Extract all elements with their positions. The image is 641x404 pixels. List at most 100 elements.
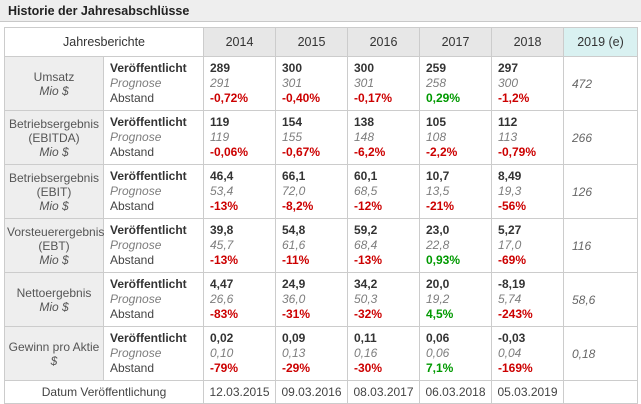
value-cell: 5,27 17,0 -69% — [491, 218, 564, 273]
published-value: 59,2 — [354, 223, 378, 237]
gap-label: Abstand — [110, 199, 155, 213]
forecast-value: 291 — [210, 76, 231, 90]
metric-label-cell: Umsatz Mio $ — [4, 56, 104, 111]
published-value: 119 — [210, 115, 230, 129]
published-value: 34,2 — [354, 277, 378, 291]
table-row: Umsatz Mio $ Veröffentlicht Prognose Abs… — [4, 56, 638, 111]
forecast-value: 0,13 — [282, 346, 306, 360]
gap-value: -29% — [282, 361, 311, 375]
forecast-value: 301 — [354, 76, 375, 90]
metric-label: Betriebsergebnis (EBIT) — [8, 170, 100, 199]
metric-label: Umsatz — [33, 69, 75, 84]
forecast-value: 19,3 — [498, 184, 522, 198]
gap-label: Abstand — [110, 91, 155, 105]
published-value: 8,49 — [498, 169, 522, 183]
year-header-2014: 2014 — [203, 27, 276, 57]
metric-label-cell: Gewinn pro Aktie $ — [4, 326, 104, 381]
published-value: 300 — [282, 61, 303, 75]
gap-value: -32% — [354, 307, 383, 321]
gap-label: Abstand — [110, 307, 155, 321]
gap-value: -31% — [282, 307, 311, 321]
value-cell: 8,49 19,3 -56% — [491, 164, 564, 219]
estimate-value-cell: 58,6 — [563, 272, 638, 327]
forecast-value: 50,3 — [354, 292, 378, 306]
value-cell: -0,03 0,04 -169% — [491, 326, 564, 381]
gap-value: -30% — [354, 361, 383, 375]
forecast-value: 108 — [426, 130, 447, 144]
sub-labels-cell: Veröffentlicht Prognose Abstand — [103, 110, 204, 165]
gap-value: -13% — [210, 199, 239, 213]
sub-labels-cell: Veröffentlicht Prognose Abstand — [103, 272, 204, 327]
forecast-value: 5,74 — [498, 292, 522, 306]
published-label: Veröffentlicht — [110, 115, 187, 129]
year-header-2018: 2018 — [491, 27, 564, 57]
forecast-value: 155 — [282, 130, 303, 144]
gap-label: Abstand — [110, 361, 155, 375]
published-value: 54,8 — [282, 223, 306, 237]
forecast-value: 22,8 — [426, 238, 450, 252]
gap-value: -12% — [354, 199, 383, 213]
value-cell: 0,02 0,10 -79% — [203, 326, 276, 381]
estimate-value-cell: 126 — [563, 164, 638, 219]
value-cell: 0,11 0,16 -30% — [347, 326, 420, 381]
published-value: 105 — [426, 115, 447, 129]
forecast-value: 68,5 — [354, 184, 378, 198]
metric-unit: Mio $ — [39, 198, 69, 213]
gap-value: 0,93% — [426, 253, 461, 267]
value-cell: 39,8 45,7 -13% — [203, 218, 276, 273]
value-cell: 66,1 72,0 -8,2% — [275, 164, 348, 219]
metric-unit: Mio $ — [39, 299, 69, 314]
published-value: 0,09 — [282, 331, 306, 345]
gap-label: Abstand — [110, 145, 155, 159]
published-label: Veröffentlicht — [110, 169, 187, 183]
publication-date-2016: 08.03.2017 — [347, 380, 420, 404]
publication-date-label: Datum Veröffentlichung — [4, 380, 204, 404]
published-label: Veröffentlicht — [110, 61, 187, 75]
year-header-2016: 2016 — [347, 27, 420, 57]
forecast-value: 258 — [426, 76, 447, 90]
published-label: Veröffentlicht — [110, 331, 187, 345]
published-value: 4,47 — [210, 277, 234, 291]
value-cell: -8,19 5,74 -243% — [491, 272, 564, 327]
estimate-year-header: 2019 (e) — [563, 27, 638, 57]
forecast-label: Prognose — [110, 238, 162, 252]
gap-value: -0,06% — [210, 145, 249, 159]
publication-date-2018: 05.03.2019 — [491, 380, 564, 404]
estimate-value-cell: 472 — [563, 56, 638, 111]
page-title-text: Historie der Jahresabschlüsse — [8, 4, 190, 18]
forecast-value: 0,04 — [498, 346, 522, 360]
metric-label-cell: Nettoergebnis Mio $ — [4, 272, 104, 327]
metric-label: Betriebsergebnis (EBITDA) — [8, 116, 100, 145]
gap-value: 7,1% — [426, 361, 454, 375]
forecast-value: 36,0 — [282, 292, 306, 306]
metric-unit: Mio $ — [39, 144, 69, 159]
forecast-value: 0,16 — [354, 346, 378, 360]
publication-date-2017: 06.03.2018 — [419, 380, 492, 404]
forecast-value: 72,0 — [282, 184, 306, 198]
forecast-label: Prognose — [110, 184, 162, 198]
table-row: Nettoergebnis Mio $ Veröffentlicht Progn… — [4, 272, 638, 327]
forecast-value: 13,5 — [426, 184, 450, 198]
corner-header: Jahresberichte — [4, 27, 204, 57]
published-value: 112 — [498, 115, 518, 129]
sub-labels-cell: Veröffentlicht Prognose Abstand — [103, 56, 204, 111]
value-cell: 20,0 19,2 4,5% — [419, 272, 492, 327]
metric-label-cell: Betriebsergebnis (EBITDA) Mio $ — [4, 110, 104, 165]
metric-unit: $ — [50, 353, 58, 368]
value-cell: 289 291 -0,72% — [203, 56, 276, 111]
forecast-value: 53,4 — [210, 184, 234, 198]
gap-value: -169% — [498, 361, 533, 375]
metric-label-cell: Vorsteuerergebnis (EBT) Mio $ — [4, 218, 104, 273]
gap-value: -6,2% — [354, 145, 386, 159]
published-label: Veröffentlicht — [110, 277, 187, 291]
metric-label: Gewinn pro Aktie — [8, 339, 100, 354]
gap-value: -0,79% — [498, 145, 537, 159]
sub-labels-cell: Veröffentlicht Prognose Abstand — [103, 326, 204, 381]
value-cell: 23,0 22,8 0,93% — [419, 218, 492, 273]
publication-date-estimate — [563, 380, 638, 404]
estimate-value-cell: 0,18 — [563, 326, 638, 381]
gap-value: -79% — [210, 361, 239, 375]
publication-date-2015: 09.03.2016 — [275, 380, 348, 404]
published-value: 23,0 — [426, 223, 450, 237]
published-value: 39,8 — [210, 223, 234, 237]
